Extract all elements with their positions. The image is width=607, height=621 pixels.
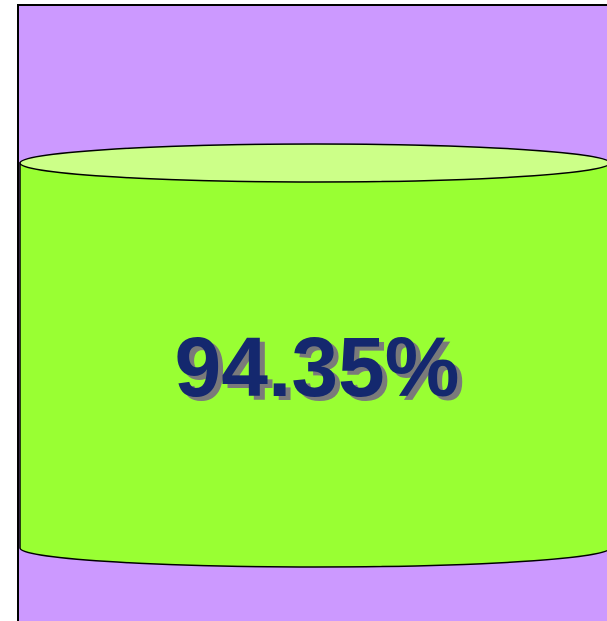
gauge-label: 94.35% (175, 320, 460, 414)
cylinder-top (19, 143, 607, 183)
label-shadow: 94.35% (180, 324, 465, 418)
cylinder-body (19, 162, 607, 568)
